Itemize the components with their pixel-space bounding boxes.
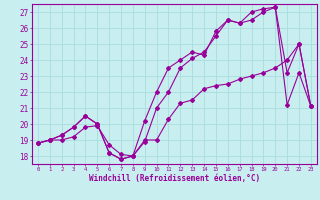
X-axis label: Windchill (Refroidissement éolien,°C): Windchill (Refroidissement éolien,°C) [89,174,260,183]
